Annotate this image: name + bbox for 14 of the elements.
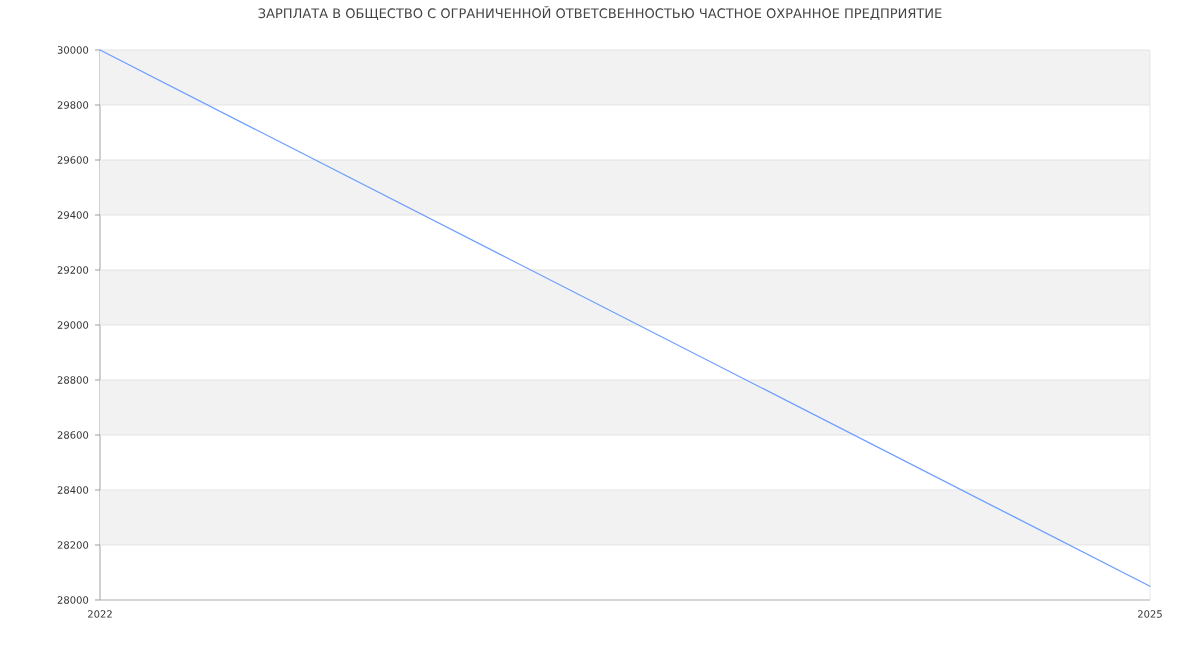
y-tick-label: 28200 [57,541,89,549]
y-tick-label: 30000 [57,46,89,54]
y-tick-label: 29000 [57,321,89,329]
y-tick-label: 28000 [57,596,89,604]
y-tick-label: 28800 [57,376,89,384]
y-tick-label: 29200 [57,266,89,274]
y-tick-label: 29400 [57,211,89,219]
x-tick-label: 2022 [88,610,112,618]
y-tick-label: 28400 [57,486,89,494]
chart-title: ЗАРПЛАТА В ОБЩЕСТВО С ОГРАНИЧЕННОЙ ОТВЕТСВЕННОСТЬЮ ЧАСТНОЕ ОХРАННОЕ ПРЕДПРИЯТИЕ [258,5,942,21]
y-tick-label: 29600 [57,156,89,164]
y-tick-label: 28600 [57,431,89,439]
y-tick-label: 29800 [57,101,89,109]
x-tick-label: 2025 [1137,610,1162,618]
